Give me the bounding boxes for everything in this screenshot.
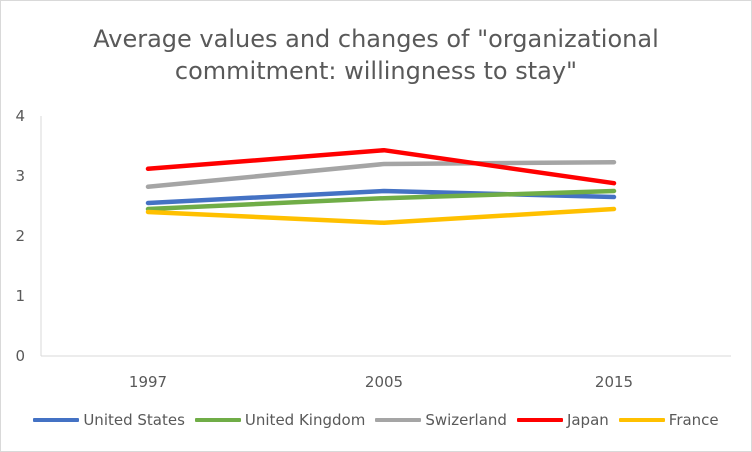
legend-label: France [668, 411, 719, 429]
legend-swatch [375, 418, 422, 422]
legend-swatch [516, 418, 563, 422]
series-line [145, 159, 617, 190]
series-line [145, 206, 617, 226]
legend-label: Swizerland [425, 411, 507, 429]
legend-item: Swizerland [375, 411, 507, 429]
axes [40, 116, 731, 357]
y-tick-label: 0 [15, 347, 25, 365]
chart-title-line-1: Average values and changes of "organizat… [93, 25, 659, 53]
legend-label: Japan [566, 411, 609, 429]
series-line [145, 147, 617, 186]
chart-title-line-2: commitment: willingness to stay" [174, 57, 578, 85]
y-tick-label: 3 [15, 167, 25, 185]
legend-label: United Kingdom [244, 411, 366, 429]
y-tick-label: 1 [15, 287, 25, 305]
x-axis-ticks: 1997 2005 2015 [129, 373, 633, 391]
y-axis-ticks: 0 1 2 3 4 [15, 107, 25, 365]
legend-label: United States [83, 411, 185, 429]
legend-item: United States [33, 411, 185, 429]
chart-title: Average values and changes of "organizat… [1, 23, 751, 87]
x-tick-label: 2015 [595, 373, 633, 391]
x-tick-label: 1997 [129, 373, 167, 391]
legend-item: United Kingdom [194, 411, 366, 429]
series-line [145, 188, 617, 212]
legend-item: France [618, 411, 719, 429]
line-chart: 0 1 2 3 4 1997 2005 2015 [15, 107, 731, 391]
series-lines [145, 147, 617, 226]
legend: United States United Kingdom Swizerland Jap… [1, 411, 751, 429]
legend-swatch [194, 418, 241, 422]
legend-swatch [618, 418, 665, 422]
legend-item: Japan [516, 411, 609, 429]
legend-swatch [33, 418, 80, 422]
y-tick-label: 2 [15, 227, 25, 245]
y-tick-label: 4 [15, 107, 25, 125]
x-tick-label: 2005 [365, 373, 403, 391]
